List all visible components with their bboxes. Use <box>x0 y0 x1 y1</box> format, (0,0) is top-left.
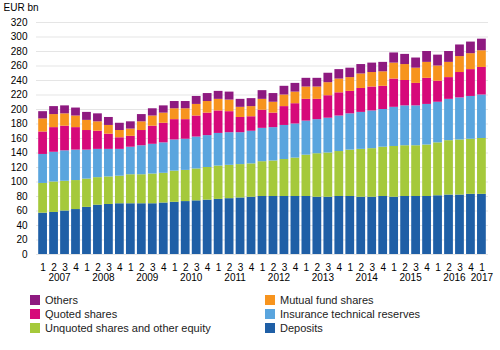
svg-text:3: 3 <box>457 261 463 273</box>
svg-text:80: 80 <box>16 191 28 202</box>
svg-text:0: 0 <box>22 249 28 260</box>
html-text:2 3: 2 3 <box>182 261 200 273</box>
html-text:Deposits: Deposits <box>280 322 323 334</box>
svg-text:4: 4 <box>468 261 474 273</box>
svg-text:300: 300 <box>11 31 28 42</box>
svg-text:160: 160 <box>11 133 28 144</box>
svg-text:4: 4 <box>205 262 211 273</box>
html-text:Unquoted shares and other equi: Unquoted shares and other equity <box>45 322 211 334</box>
svg-text:1: 1 <box>40 262 46 273</box>
svg-text:3: 3 <box>369 261 375 273</box>
svg-text:2008: 2008 <box>92 272 115 283</box>
svg-text:EUR bn: EUR bn <box>4 2 39 13</box>
svg-text:1: 1 <box>304 262 310 273</box>
svg-text:2016: 2016 <box>443 272 466 283</box>
svg-text:2017: 2017 <box>471 272 494 283</box>
svg-text:4: 4 <box>249 262 255 273</box>
svg-text:140: 140 <box>11 147 28 158</box>
svg-text:4: 4 <box>73 262 79 273</box>
svg-text:1: 1 <box>216 262 222 273</box>
svg-text:280: 280 <box>11 46 28 57</box>
svg-text:3: 3 <box>150 261 156 273</box>
svg-text:2012: 2012 <box>268 272 291 283</box>
svg-text:260: 260 <box>11 60 28 71</box>
html-text:Quoted shares: Quoted shares <box>45 308 118 320</box>
svg-text:3: 3 <box>106 261 112 273</box>
html-text:2 3: 2 3 <box>314 261 332 273</box>
svg-text:3: 3 <box>413 261 419 273</box>
svg-text:1: 1 <box>260 262 266 273</box>
svg-text:2: 2 <box>402 261 408 273</box>
svg-text:2: 2 <box>139 261 145 273</box>
svg-text:1: 1 <box>435 262 441 273</box>
html-text:2 3: 2 3 <box>226 261 244 273</box>
svg-text:2009: 2009 <box>136 272 159 283</box>
svg-text:2: 2 <box>95 261 101 273</box>
svg-text:200: 200 <box>11 104 28 115</box>
svg-text:4: 4 <box>293 262 299 273</box>
svg-text:120: 120 <box>11 162 28 173</box>
svg-text:60: 60 <box>16 205 28 216</box>
svg-text:4: 4 <box>380 262 386 273</box>
svg-text:2: 2 <box>358 261 364 273</box>
svg-text:180: 180 <box>11 118 28 129</box>
svg-text:1: 1 <box>391 262 397 273</box>
svg-text:4: 4 <box>161 262 167 273</box>
svg-text:100: 100 <box>11 176 28 187</box>
svg-text:1: 1 <box>347 262 353 273</box>
svg-text:2015: 2015 <box>399 272 422 283</box>
svg-text:20: 20 <box>16 234 28 245</box>
html-text:Others: Others <box>45 294 78 306</box>
svg-text:220: 220 <box>11 89 28 100</box>
svg-text:320: 320 <box>11 17 28 28</box>
html-text:2 3: 2 3 <box>270 261 288 273</box>
svg-text:4: 4 <box>337 262 343 273</box>
svg-text:2007: 2007 <box>48 272 71 283</box>
svg-text:1: 1 <box>84 262 90 273</box>
html-text:Insurance technical reserves: Insurance technical reserves <box>280 308 420 320</box>
svg-text:2: 2 <box>446 261 452 273</box>
svg-text:2011: 2011 <box>224 272 246 283</box>
svg-text:1: 1 <box>128 262 134 273</box>
svg-text:3: 3 <box>62 261 68 273</box>
html-text:Mutual fund shares: Mutual fund shares <box>280 294 374 306</box>
svg-text:1: 1 <box>172 262 178 273</box>
svg-text:2013: 2013 <box>312 272 335 283</box>
svg-text:2014: 2014 <box>356 272 379 283</box>
svg-text:4: 4 <box>424 262 430 273</box>
svg-text:4: 4 <box>117 262 123 273</box>
svg-text:2010: 2010 <box>180 272 203 283</box>
svg-text:2: 2 <box>51 261 57 273</box>
svg-text:240: 240 <box>11 75 28 86</box>
svg-text:40: 40 <box>16 220 28 231</box>
svg-text:1: 1 <box>479 261 485 273</box>
